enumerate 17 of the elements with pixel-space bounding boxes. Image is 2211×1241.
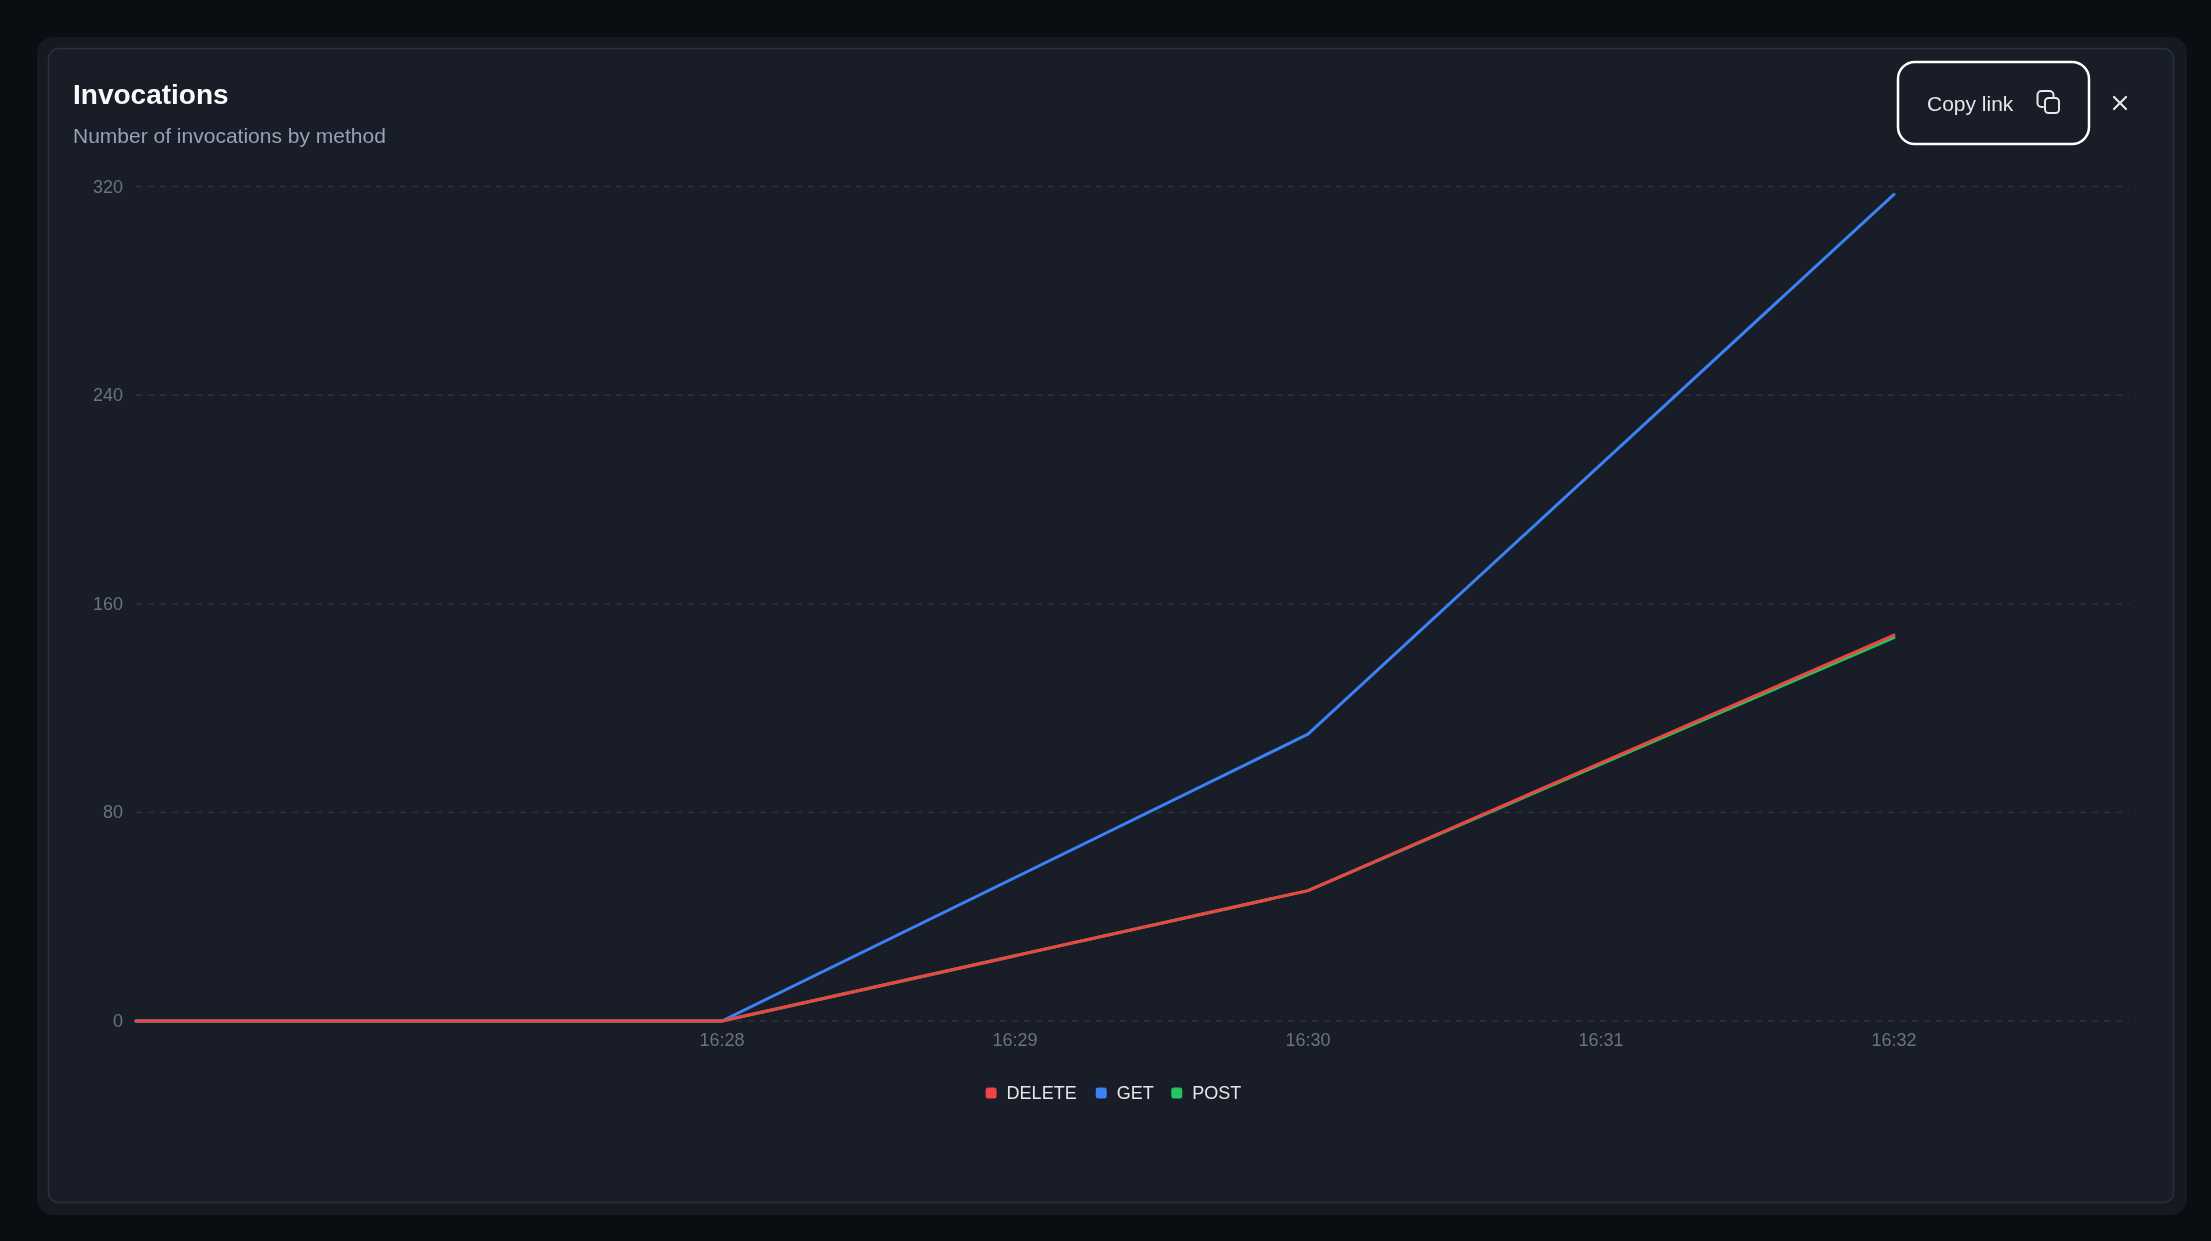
chart-title: Invocations xyxy=(73,79,229,110)
y-tick-label: 240 xyxy=(92,385,123,406)
y-tick-label: 320 xyxy=(92,176,123,197)
x-tick-label: 16:29 xyxy=(992,1030,1038,1050)
close-icon[interactable] xyxy=(2112,95,2128,111)
legend-label: GET xyxy=(1116,1083,1154,1103)
x-tick-label: 16:31 xyxy=(1578,1030,1624,1050)
x-tick-label: 16:30 xyxy=(1285,1030,1331,1050)
x-tick-label: 16:32 xyxy=(1871,1030,1917,1050)
chart-subtitle: Number of invocations by method xyxy=(73,124,386,147)
x-tick-label: 16:28 xyxy=(699,1030,745,1050)
y-tick-label: 160 xyxy=(92,593,123,614)
copy-link-button[interactable]: Copy link xyxy=(1896,60,2091,146)
y-tick-label: 0 xyxy=(112,1011,123,1031)
legend-label: DELETE xyxy=(1006,1083,1077,1103)
legend-label: POST xyxy=(1192,1083,1242,1103)
y-tick-label: 80 xyxy=(102,802,123,823)
